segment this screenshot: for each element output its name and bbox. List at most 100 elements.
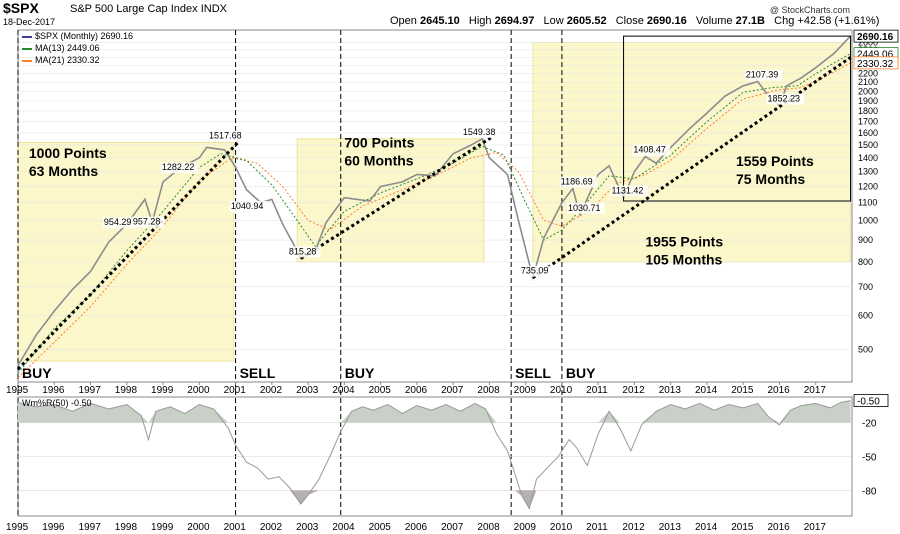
x-tick-label-osc: 2012 [622,522,645,533]
value-annotation-bg [229,200,268,212]
osc-value-tag: -0.50 [857,397,880,408]
ma21-tag: 2330.32 [857,59,894,70]
x-tick-label-osc: 2009 [514,522,537,533]
osc-y-tick-label: -50 [862,453,877,464]
x-tick-label: 1999 [151,385,174,396]
value-annotation: 957.28 [133,217,161,227]
value-annotation: 1131.42 [612,185,644,195]
value-annotation-bg [208,130,246,142]
x-tick-label-osc: 1997 [79,522,102,533]
signal-label-buy: BUY [345,365,375,381]
x-tick-label: 1996 [42,385,65,396]
x-tick-label-osc: 2008 [477,522,500,533]
symbol: $SPX [3,0,39,16]
trendline-0 [16,140,241,371]
value-annotation-bg [131,216,165,228]
signal-label-buy: BUY [22,365,52,381]
x-tick-label: 2001 [224,385,247,396]
y-tick-label: 1000 [858,215,878,225]
value-annotation: 1408.47 [633,145,666,155]
value-annotation-bg [102,217,136,229]
x-tick-label: 2013 [659,385,682,396]
trendline-2 [532,56,852,279]
zone-box-3 [623,35,852,202]
x-tick-label-osc: 2004 [332,522,355,533]
y-tick-label: 2200 [858,69,878,79]
open-value: 2645.10 [419,15,460,27]
x-tick-label-osc: 1996 [42,522,65,533]
value-annotation: 1517.68 [209,131,242,141]
y-tick-label: 1400 [858,153,878,163]
legend: $SPX (Monthly) 2690.16 MA(13) 2449.06 MA… [22,30,133,66]
value-annotation: 735.09 [521,266,549,276]
zone-label: 1955 Points [645,233,723,249]
zone-label: 1000 Points [29,145,107,161]
y-tick-label: 1900 [858,96,878,106]
value-annotation-bg [744,69,783,81]
zone-label: 105 Months [645,251,722,267]
osc-y-tick-label: -80 [862,486,877,497]
value-annotation-bg [160,162,199,174]
low-value: 2605.52 [566,15,607,27]
x-tick-label: 2003 [296,385,319,396]
y-tick-label: 800 [858,257,873,267]
ma21-tag-box [853,56,899,70]
value-annotation: 2107.39 [746,70,779,80]
ohlc-readout: Open 2645.10 High 2694.97 Low 2605.52 Cl… [390,15,880,27]
x-tick-label: 2016 [767,385,790,396]
stockcharts-credit: @ StockCharts.com [769,5,850,15]
signal-label-buy: BUY [566,365,596,381]
x-tick-label: 1998 [115,385,138,396]
zone-label: 60 Months [344,152,413,168]
y-tick-label: 2000 [858,86,878,96]
x-tick-label-osc: 2010 [550,522,573,533]
value-annotation: 954.29 [104,217,132,227]
signal-label-sell: SELL [515,365,551,381]
y-tick-label: 700 [858,282,873,292]
x-tick-label: 2000 [187,385,210,396]
value-annotation: 1186.69 [561,177,593,187]
y-tick-label: 500 [858,345,873,355]
ma13-line [17,53,851,374]
value-annotation-bg [461,126,500,138]
x-tick-label: 1995 [6,385,29,396]
osc-area-high [18,400,851,423]
y-tick-label: 1200 [858,181,878,191]
x-tick-label-osc: 1999 [151,522,174,533]
value-annotation: 815.28 [289,246,317,256]
value-annotation-bg [610,185,649,197]
x-tick-label: 2012 [622,385,645,396]
x-tick-label: 2009 [514,385,537,396]
y-tick-label: 2100 [858,77,878,87]
x-tick-label-osc: 2017 [804,522,827,533]
change-value: +42.58 (+1.61%) [797,15,880,27]
osc-value-box [853,394,889,407]
index-name: S&P 500 Large Cap Index [70,3,198,15]
volume-value: 27.1B [735,15,765,27]
legend-ma21: MA(21) 2330.32 [22,54,133,66]
value-annotation: 1549.38 [463,127,496,137]
value-annotation: 1030.71 [568,203,601,213]
y-tick-label: 1800 [858,106,878,116]
osc-line [17,400,851,510]
ma13-tag: 2449.06 [857,50,894,61]
value-annotation: 1852.23 [767,94,800,104]
x-tick-label-osc: 2005 [369,522,392,533]
x-tick-label-osc: 2013 [659,522,682,533]
osc-title: Wm%R(50) -0.50 [22,398,92,408]
value-annotation-bg [567,202,605,214]
zone-0 [17,141,235,362]
legend-ma13: MA(13) 2449.06 [22,42,133,54]
value-annotation-bg [559,176,598,188]
value-annotation: 1282.22 [162,162,195,172]
x-tick-label: 2006 [405,385,428,396]
close-value: 2690.16 [646,15,687,27]
trendline-1 [300,135,494,260]
zone-label: 700 Points [344,134,414,150]
zone-label: 63 Months [29,163,98,179]
x-tick-label: 2017 [804,385,827,396]
y-tick-label: 1600 [858,128,878,138]
y-tick-label: 1700 [858,117,878,127]
x-tick-label-osc: 2002 [260,522,283,533]
y-tick-label: 1500 [858,140,878,150]
